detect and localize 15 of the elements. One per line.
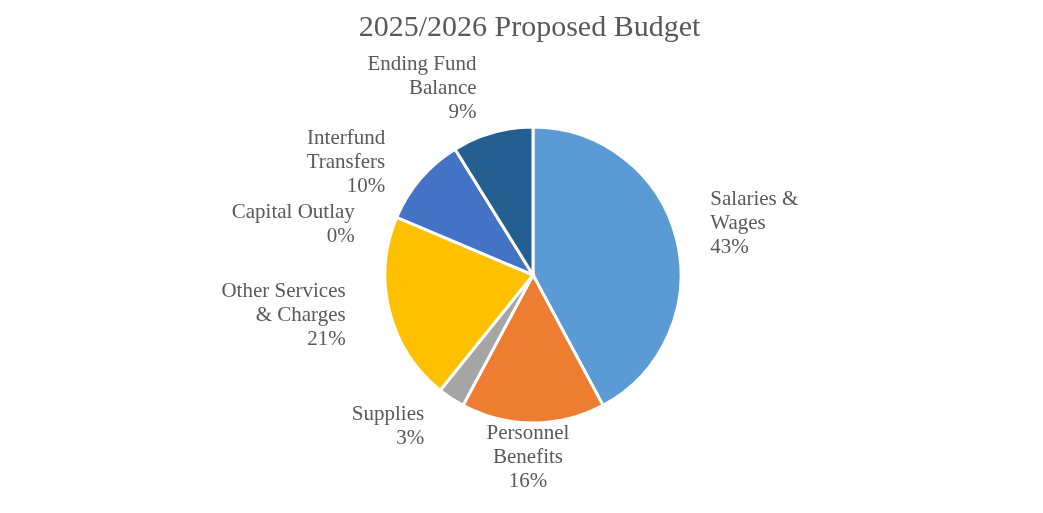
data-label: 21% xyxy=(307,325,346,350)
text: 0% xyxy=(326,222,355,247)
slice-label: Personnel Benefits xyxy=(486,419,570,468)
slice-label: Supplies xyxy=(351,400,425,425)
slice-label: Other Services & Charges xyxy=(221,277,346,326)
chart-title: 2025/2026 Proposed Budget xyxy=(358,9,701,42)
data-label: 9% xyxy=(448,98,477,123)
category-label: Capital Outlay xyxy=(231,198,355,223)
slice-label: Salaries & Wages xyxy=(710,185,799,234)
data-label: 10% xyxy=(346,172,386,197)
slice-label: Ending Fund Balance xyxy=(367,50,478,99)
slice-label: Interfund Transfers xyxy=(306,124,386,173)
data-label: 16% xyxy=(508,467,548,492)
data-label: 3% xyxy=(396,424,425,449)
data-label: 43% xyxy=(710,233,749,258)
